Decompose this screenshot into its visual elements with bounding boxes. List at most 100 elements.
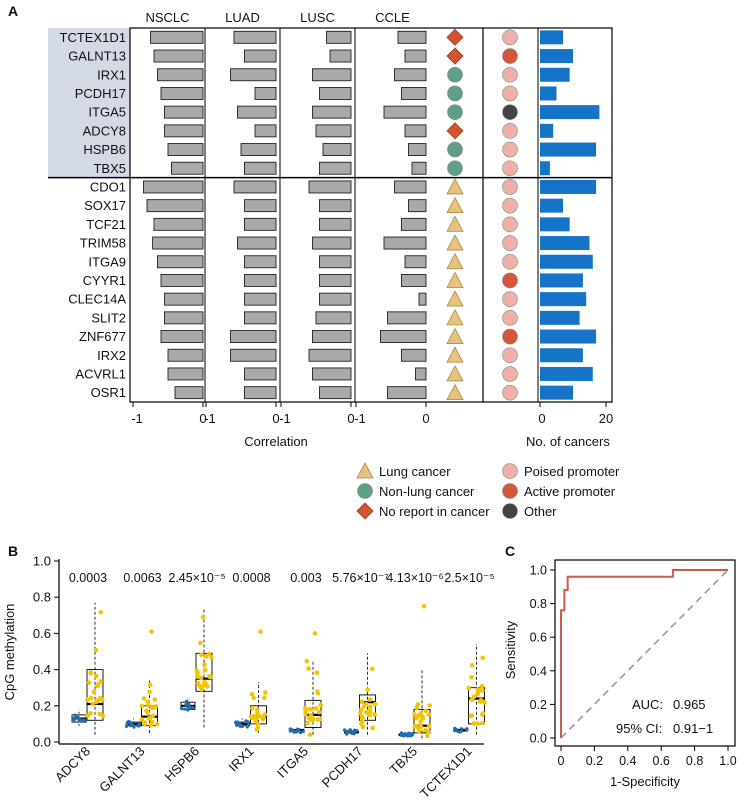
legend-marker-poised xyxy=(502,463,518,479)
correlation-bar xyxy=(171,161,204,175)
normal-point xyxy=(75,715,79,719)
x-axis-title: 1-Specificity xyxy=(610,774,681,789)
normal-point xyxy=(234,720,238,725)
tumor-point xyxy=(91,689,97,695)
normal-point xyxy=(399,731,404,735)
x-tick-label: 0 xyxy=(347,411,354,426)
correlation-bar xyxy=(244,367,277,381)
correlation-bar xyxy=(143,180,204,194)
normal-point xyxy=(137,724,141,728)
column-header-ccle: CCLE xyxy=(375,10,410,25)
tumor-point xyxy=(359,714,365,720)
panel-b-label: B xyxy=(8,543,18,559)
gene-label-cyyr1: CYYR1 xyxy=(83,273,126,288)
tumor-point xyxy=(152,697,158,702)
correlation-bar xyxy=(319,199,352,213)
correlation-bar xyxy=(164,292,204,306)
cancer-report-marker xyxy=(447,85,463,102)
normal-point xyxy=(458,730,462,734)
normal-point xyxy=(240,724,245,728)
tumor-point xyxy=(469,674,474,680)
diagonal-reference xyxy=(560,569,729,739)
tumor-outlier xyxy=(258,629,263,634)
tumor-point xyxy=(365,687,371,692)
normal-point xyxy=(131,723,135,727)
tumor-point xyxy=(466,685,472,691)
cancer-report-marker xyxy=(446,252,464,270)
promoter-state-marker xyxy=(502,253,518,270)
tumor-point xyxy=(199,652,204,658)
correlation-bar xyxy=(312,236,352,250)
cancer-report-marker xyxy=(446,234,464,251)
correlation-bar xyxy=(244,217,277,231)
no-of-cancers-bar xyxy=(540,179,597,194)
cancer-report-marker xyxy=(447,66,463,83)
tumor-point xyxy=(316,709,322,715)
normal-point xyxy=(83,719,87,724)
correlation-bar xyxy=(230,68,277,82)
legend-label-poised: Poised promoter xyxy=(524,464,620,479)
cancer-report-marker xyxy=(446,28,464,46)
tumor-point xyxy=(93,647,99,653)
x-tick-label: 0.2 xyxy=(586,754,603,768)
normal-point xyxy=(247,722,251,726)
x-tick-label-galnt13: GALNT13 xyxy=(96,744,147,795)
tumor-point xyxy=(427,703,432,708)
tumor-point xyxy=(150,705,156,711)
panel-a-label: A xyxy=(8,3,18,19)
promoter-state-marker xyxy=(502,160,518,177)
tumor-point xyxy=(423,708,429,714)
normal-point xyxy=(452,728,457,732)
normal-point xyxy=(292,730,296,734)
tumor-point xyxy=(370,666,375,672)
tumor-point xyxy=(416,713,421,719)
correlation-bar xyxy=(254,124,277,138)
normal-point xyxy=(344,732,348,736)
tumor-point xyxy=(480,655,486,661)
correlation-bar xyxy=(244,311,277,325)
column-header-nsclc: NSCLC xyxy=(145,10,189,25)
tumor-point xyxy=(248,714,254,720)
tumor-point xyxy=(308,707,314,712)
no-of-cancers-bar xyxy=(540,236,590,251)
correlation-bar xyxy=(329,49,352,63)
cancer-report-marker xyxy=(446,196,464,214)
correlation-bar xyxy=(240,143,277,157)
cancer-report-marker xyxy=(446,346,464,363)
correlation-bar xyxy=(408,199,427,213)
x-tick-label-itga5: ITGA5 xyxy=(274,744,311,781)
tumor-point xyxy=(305,720,310,726)
tumor-point xyxy=(200,614,206,620)
promoter-state-marker xyxy=(502,29,518,46)
column-header-luad: LUAD xyxy=(225,10,260,25)
correlation-bar xyxy=(233,30,277,44)
x-tick-label: -1 xyxy=(204,411,216,426)
normal-point xyxy=(301,730,305,734)
tumor-outlier xyxy=(149,629,154,634)
correlation-bar xyxy=(401,86,427,100)
gene-label-itga5: ITGA5 xyxy=(88,105,126,120)
tumor-point xyxy=(304,658,310,664)
tumor-point xyxy=(412,724,418,729)
correlation-bar xyxy=(164,105,204,119)
x-tick-label: -1 xyxy=(279,411,291,426)
no-of-cancers-bar xyxy=(540,217,570,232)
correlation-bar xyxy=(157,255,204,269)
tumor-point xyxy=(479,683,485,689)
tumor-point xyxy=(147,689,152,695)
tumor-point xyxy=(368,704,373,710)
tumor-point xyxy=(254,727,260,732)
y-tick-label: 0.0 xyxy=(33,735,51,750)
gene-label-irx2: IRX2 xyxy=(97,348,126,363)
correlation-bar xyxy=(167,348,204,362)
correlation-bar xyxy=(244,292,277,306)
correlation-bar xyxy=(326,30,352,44)
tumor-point xyxy=(195,670,200,675)
tumor-point xyxy=(426,712,432,717)
normal-point xyxy=(245,725,249,729)
tumor-point xyxy=(310,717,316,723)
tumor-point xyxy=(255,707,260,712)
correlation-bar xyxy=(319,255,352,269)
correlation-bar xyxy=(315,311,352,325)
cancer-report-marker xyxy=(447,160,463,177)
